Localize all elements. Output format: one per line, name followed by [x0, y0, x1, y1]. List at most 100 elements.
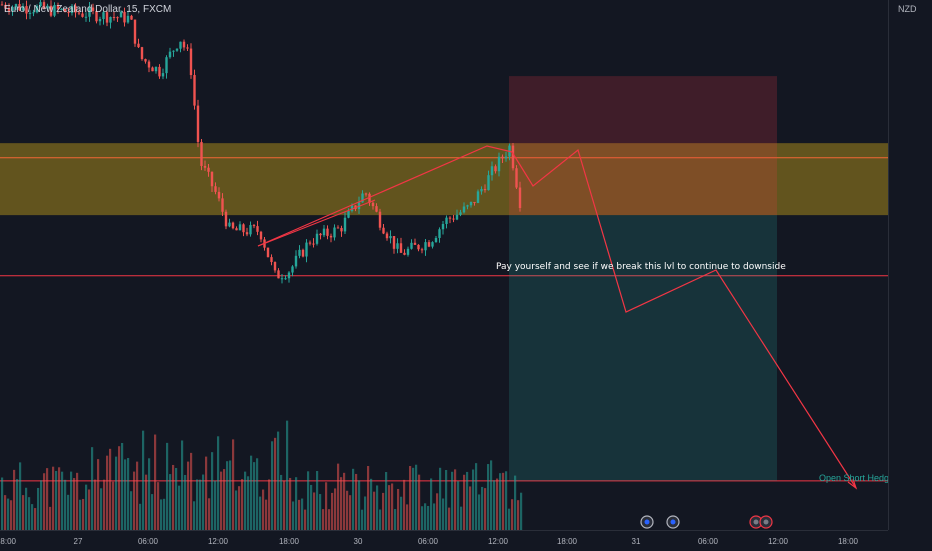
candle	[284, 278, 287, 280]
volume-bar	[193, 501, 196, 530]
volume-bar	[343, 472, 346, 530]
candle	[494, 166, 497, 172]
volume-bar	[292, 501, 295, 530]
candle	[95, 10, 98, 22]
candle	[242, 224, 245, 233]
volume-bar	[196, 479, 199, 530]
candle	[42, 2, 46, 9]
candle	[350, 205, 354, 211]
price-scale[interactable]	[888, 0, 932, 530]
volume-bar	[397, 488, 400, 530]
volume-bar	[121, 442, 124, 530]
candle	[308, 242, 312, 244]
candle	[305, 242, 308, 257]
candle	[361, 193, 364, 203]
volume-bar	[424, 503, 427, 530]
hedge-label[interactable]: Open Short Hedges	[819, 473, 899, 483]
volume-bar	[490, 460, 493, 530]
candle	[91, 7, 95, 11]
candle	[21, 6, 25, 11]
event-dot-icon	[644, 519, 650, 525]
volume-bar	[70, 471, 73, 530]
volume-bar	[10, 500, 13, 530]
candle	[11, 7, 14, 12]
candle	[375, 206, 378, 212]
volume-bar	[205, 456, 208, 530]
time-axis[interactable]	[0, 530, 888, 551]
annotation-text[interactable]: Pay yourself and see if we break this lv…	[496, 262, 786, 272]
volume-bar	[112, 481, 115, 530]
candle	[343, 217, 347, 232]
candle	[392, 236, 396, 249]
candle	[329, 235, 333, 238]
candle	[511, 145, 515, 169]
target-zone	[509, 215, 777, 481]
volume-bar	[463, 474, 466, 530]
volume-bar	[13, 469, 16, 530]
candle	[270, 257, 273, 263]
volume-bar	[391, 483, 394, 530]
volume-bar	[340, 477, 343, 530]
candle	[515, 168, 518, 188]
volume-bar	[451, 471, 454, 530]
time-label: 18:00	[557, 537, 578, 546]
volume-bar	[226, 461, 229, 530]
time-label: 30	[354, 537, 363, 546]
volume-bar	[520, 492, 523, 530]
candle	[130, 15, 133, 20]
volume-bar	[394, 509, 397, 530]
time-label: 12:00	[208, 537, 229, 546]
volume-bar	[88, 489, 91, 530]
volume-bar	[49, 506, 52, 530]
volume-bar	[388, 485, 391, 530]
volume-bar	[67, 494, 70, 530]
candle	[434, 237, 438, 243]
volume-bar	[310, 484, 313, 530]
volume-bar	[472, 469, 475, 530]
volume-bar	[385, 472, 388, 530]
volume-bar	[220, 471, 223, 530]
candle	[294, 255, 298, 267]
volume-bar	[100, 488, 103, 530]
candle	[74, 5, 77, 13]
volume-bar	[79, 499, 82, 530]
candle	[53, 4, 56, 16]
volume-bar	[487, 464, 490, 530]
volume-bar	[202, 474, 205, 530]
candle	[7, 8, 11, 12]
candle	[235, 228, 238, 231]
volume-bar	[187, 461, 190, 530]
volume-bar	[217, 436, 220, 530]
volume-bar	[130, 491, 133, 530]
candle	[378, 211, 382, 228]
volume-bar	[166, 442, 169, 530]
volume-bar	[163, 498, 166, 530]
volume-bar	[415, 464, 418, 530]
volume-bar	[52, 466, 55, 530]
candle	[403, 252, 406, 255]
volume-bar	[250, 455, 253, 530]
volume-bar	[517, 500, 520, 530]
volume-bar	[34, 508, 37, 530]
candle	[431, 242, 434, 247]
symbol-title[interactable]: Euro / New Zealand Dollar, 15, FXCM	[4, 4, 172, 15]
candle	[35, 6, 39, 13]
volume-bar	[256, 458, 259, 530]
event-dot-icon	[670, 519, 676, 525]
candle	[483, 189, 487, 191]
volume-bar	[199, 479, 202, 530]
candle	[399, 243, 403, 253]
candle	[116, 17, 119, 19]
candle	[322, 228, 326, 236]
volume-bar	[94, 479, 97, 530]
volume-bar	[85, 484, 88, 530]
candle	[231, 222, 235, 229]
candle	[417, 244, 420, 250]
candle	[126, 15, 130, 23]
volume-bar	[229, 460, 232, 530]
candle	[459, 212, 462, 215]
volume-bar	[304, 509, 307, 530]
volume-bar	[307, 471, 310, 530]
